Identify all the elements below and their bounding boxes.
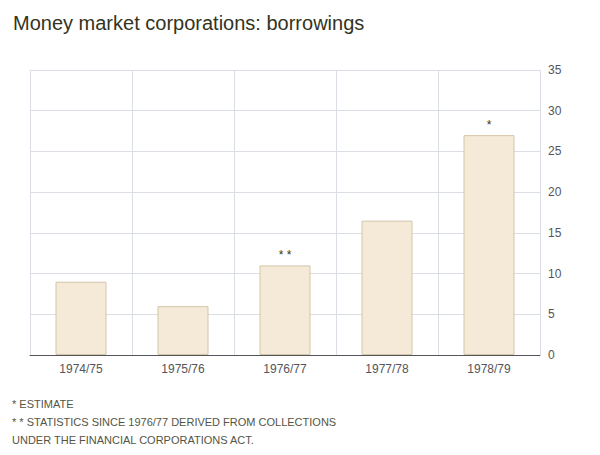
svg-text:5: 5 (548, 307, 555, 321)
svg-text:20: 20 (548, 185, 562, 199)
svg-text:Money market corporations: bor: Money market corporations: borrowings (13, 12, 364, 34)
svg-text:*: * (487, 118, 492, 132)
svg-text:0: 0 (548, 348, 555, 362)
svg-text:35: 35 (548, 63, 562, 77)
svg-text:25: 25 (548, 144, 562, 158)
svg-text:1974/75: 1974/75 (59, 362, 103, 376)
svg-text:30: 30 (548, 104, 562, 118)
svg-text:1975/76: 1975/76 (161, 362, 205, 376)
svg-text:10: 10 (548, 267, 562, 281)
svg-text:* * STATISTICS SINCE 1976/77 D: * * STATISTICS SINCE 1976/77 DERIVED FRO… (12, 416, 336, 428)
svg-text:1976/77: 1976/77 (263, 362, 307, 376)
svg-text:* *: * * (279, 248, 292, 262)
svg-text:UNDER THE FINANCIAL CORPORATIO: UNDER THE FINANCIAL CORPORATIONS ACT. (12, 434, 254, 446)
svg-text:1978/79: 1978/79 (467, 362, 511, 376)
svg-text:* ESTIMATE: * ESTIMATE (12, 398, 74, 410)
svg-text:1977/78: 1977/78 (365, 362, 409, 376)
svg-text:15: 15 (548, 226, 562, 240)
